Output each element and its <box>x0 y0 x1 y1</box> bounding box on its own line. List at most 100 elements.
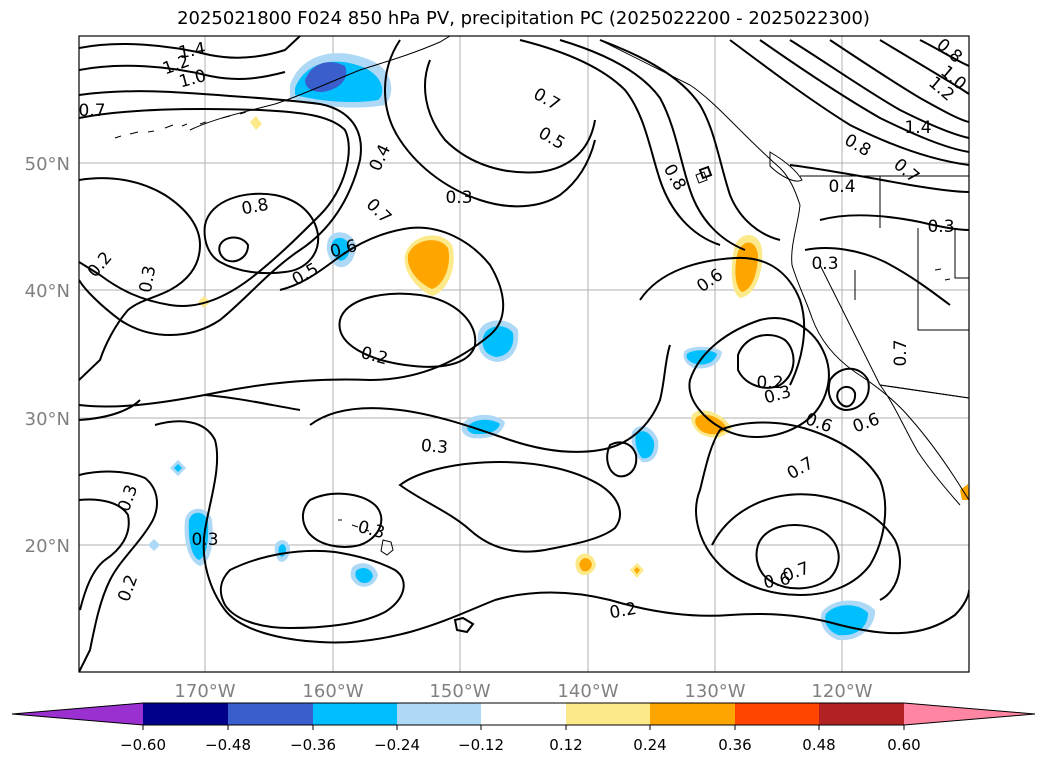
lon-label: 120°W <box>811 681 872 702</box>
contour-label: 0.7 <box>78 101 105 121</box>
contour-label: 0.3 <box>927 217 954 237</box>
precip-blob-1-core <box>407 240 450 289</box>
precip-blob-8-core <box>635 431 655 459</box>
contour-label: 1.4 <box>904 118 931 138</box>
precip-blob-18 <box>250 116 262 130</box>
pv-contour-9 <box>338 292 477 368</box>
lat-label: 40°N <box>25 281 70 302</box>
pv-contour-40 <box>789 164 969 193</box>
map-gridlines <box>79 36 969 672</box>
colorbar-extend-min <box>12 703 143 725</box>
pv-contour-41 <box>819 214 969 231</box>
lon-label: 150°W <box>429 681 490 702</box>
pv-contour-35 <box>759 39 969 153</box>
coastlines <box>114 36 969 556</box>
pv-contour-28 <box>384 39 596 208</box>
colorbar-segment <box>566 703 650 725</box>
colorbar-segment <box>143 703 228 725</box>
pv-contour-6 <box>203 192 320 275</box>
contour-label: 0.2 <box>359 343 390 369</box>
contour-label: 0.4 <box>828 177 855 197</box>
pv-contour-12 <box>79 470 158 672</box>
pv-contour-25 <box>755 524 840 590</box>
pv-contour-27 <box>639 256 806 386</box>
pv-contour-10 <box>79 394 301 421</box>
pv-contour-11 <box>154 420 496 644</box>
contour-label: 0.7 <box>780 558 812 586</box>
colorbar-segment <box>650 703 735 725</box>
lon-label: 170°W <box>174 681 235 702</box>
contour-label: 0.5 <box>535 123 568 154</box>
contour-label: 0.3 <box>445 188 472 208</box>
contour-label: 0.3 <box>191 530 218 550</box>
contour-label: 0.6 <box>850 409 882 437</box>
pv-contour-3 <box>79 90 362 336</box>
contour-label: 0.7 <box>784 453 817 484</box>
colorbar: −0.60 −0.48 −0.36 −0.24 −0.12 0.12 0.24 … <box>11 702 1036 754</box>
precip-blob-14-core <box>634 567 640 574</box>
contour-label: 0.3 <box>420 436 449 458</box>
us-west-coast <box>791 204 969 501</box>
colorbar-segment <box>481 703 566 725</box>
precip-blob-13-core <box>579 558 592 572</box>
contour-label: 0.8 <box>240 195 270 219</box>
colorbar-tick-label: −0.60 <box>120 736 166 754</box>
pv-contour-13 <box>79 498 130 611</box>
pv-contour-39 <box>919 39 969 67</box>
pv-contour-31 <box>559 39 746 251</box>
mexico-border <box>879 384 969 399</box>
contour-label: 0.7 <box>891 339 911 366</box>
contour-label: 0.4 <box>366 141 396 174</box>
pv-contour-4 <box>79 107 350 307</box>
bc-coast <box>599 39 801 206</box>
contour-label: 0.2 <box>114 572 142 604</box>
precip-blob-3-core <box>331 237 350 261</box>
colorbar-tick-label: −0.12 <box>458 736 504 754</box>
hawaii-islands <box>338 519 370 532</box>
alaska-peninsula-coast <box>189 36 451 131</box>
pv-contour-33 <box>698 165 713 180</box>
latitude-labels: 50°N 40°N 30°N 20°N <box>25 154 70 557</box>
pv-contours <box>79 36 969 672</box>
precip-shading <box>148 53 969 641</box>
precip-blob-5-core <box>735 242 758 292</box>
contour-label: 0.2 <box>608 599 638 623</box>
contour-label: 0.6 <box>762 569 792 593</box>
colorbar-tick-label: −0.36 <box>290 736 336 754</box>
colorbar-segment <box>228 703 313 725</box>
vancouver-island <box>769 151 803 182</box>
colorbar-tick-label: 0.36 <box>718 736 751 754</box>
colorbar-tick-label: 0.24 <box>633 736 666 754</box>
pv-contour-21 <box>737 334 795 389</box>
pv-contour-14 <box>219 549 405 630</box>
pv-contour-16 <box>309 344 671 453</box>
colorbar-tick-label: −0.24 <box>374 736 420 754</box>
pv-contour-30 <box>519 39 721 246</box>
colorbar-extend-max <box>904 703 1035 725</box>
contour-label: 0.2 <box>84 248 117 282</box>
contour-label: 0.2 <box>756 373 783 393</box>
precip-blob-12-core <box>825 605 868 636</box>
pv-contour-7 <box>218 236 250 263</box>
colorbar-tick-label: 0.48 <box>802 736 835 754</box>
pv-contour-15 <box>302 492 383 548</box>
colorbar-segment <box>735 703 819 725</box>
pv-contour-5 <box>79 177 202 381</box>
colorbar-tick-label: 0.12 <box>549 736 582 754</box>
contour-label: 0.7 <box>362 195 395 228</box>
pv-contour-34 <box>729 39 969 166</box>
lat-label: 50°N <box>25 154 70 175</box>
pv-contour-32 <box>599 39 781 241</box>
pv-contour-42 <box>804 247 951 306</box>
colorbar-tick-label: −0.48 <box>205 736 251 754</box>
contour-label-layer: 1.4 1.2 1.0 0.7 0.8 0.3 0.2 0.3 0.4 0.7 … <box>78 35 970 623</box>
pv-contour-37 <box>829 39 969 123</box>
precip-blob-7-core <box>695 414 727 435</box>
precip-blob-16 <box>148 539 160 551</box>
contour-label: 0.3 <box>114 482 142 514</box>
pv-contour-8 <box>79 226 505 408</box>
colorbar-segment <box>397 703 481 725</box>
pv-contour-38 <box>879 39 969 95</box>
colorbar-tick-label: 0.60 <box>887 736 920 754</box>
